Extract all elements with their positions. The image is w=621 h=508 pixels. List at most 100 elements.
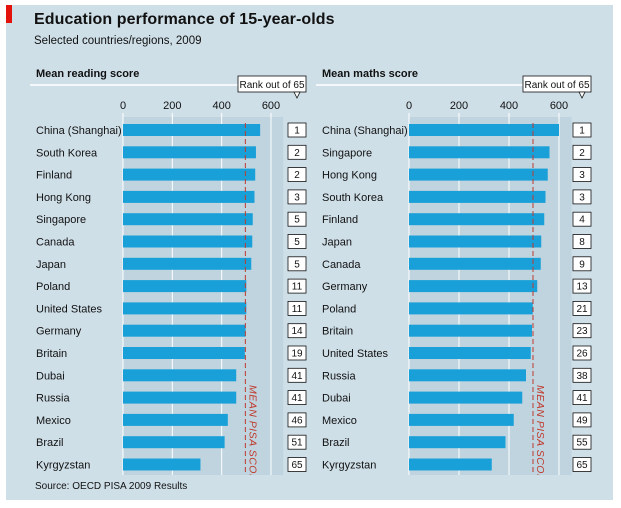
rank-box	[572, 434, 592, 450]
rank-label: 65	[576, 460, 588, 471]
rank-box	[287, 144, 307, 160]
brand-tag	[6, 5, 12, 23]
rank-label: 4	[579, 215, 585, 226]
category-label: Poland	[36, 281, 70, 293]
tick-label: 400	[500, 100, 518, 112]
rank-box	[287, 278, 307, 294]
category-label: Mexico	[322, 415, 357, 427]
rank-label: 3	[579, 192, 585, 203]
rank-label: 2	[579, 148, 585, 159]
rank-box	[572, 323, 592, 339]
bar	[123, 347, 245, 359]
rank-label: 26	[576, 349, 588, 360]
rank-label: 23	[576, 326, 588, 337]
tick-label: 0	[406, 100, 412, 112]
category-label: United States	[322, 348, 389, 360]
rank-box	[287, 122, 307, 138]
bar	[409, 190, 546, 203]
bar	[409, 302, 533, 315]
rank-label: 11	[292, 282, 303, 293]
category-label: Singapore	[36, 214, 86, 226]
category-label: Singapore	[322, 147, 372, 159]
category-label: Hong Kong	[36, 192, 91, 204]
category-label: Canada	[322, 259, 361, 271]
rank-label: 14	[291, 326, 303, 337]
tick-label: 200	[450, 100, 468, 112]
bar	[123, 458, 201, 471]
rank-box	[572, 234, 592, 249]
category-label: Russia	[322, 370, 357, 382]
chart-source: Source: OECD PISA 2009 Results	[35, 481, 188, 492]
rank-box	[572, 345, 592, 361]
rank-box	[287, 412, 307, 428]
category-label: South Korea	[36, 147, 98, 159]
category-label: Dubai	[36, 370, 65, 382]
tick-label: 200	[163, 100, 181, 112]
rank-box	[572, 189, 592, 205]
tick-label: 400	[212, 100, 230, 112]
rank-box	[572, 390, 592, 406]
rank-box	[572, 211, 592, 227]
tick-label: 0	[120, 100, 126, 112]
rank-label: 19	[291, 349, 303, 360]
rank-label: 51	[291, 438, 303, 449]
rank-label: 21	[576, 304, 588, 315]
rank-label: 13	[576, 282, 588, 293]
category-label: Dubai	[322, 393, 351, 405]
category-label: Germany	[322, 281, 368, 293]
rank-label: 2	[294, 148, 300, 159]
bar	[123, 213, 253, 226]
category-label: Finland	[36, 170, 72, 182]
category-label: Mexico	[36, 415, 71, 427]
bar	[409, 413, 514, 426]
bar	[123, 235, 253, 248]
rank-box	[287, 367, 307, 383]
category-label: Kyrgyzstan	[322, 460, 376, 472]
category-label: South Korea	[322, 192, 384, 204]
bar	[409, 124, 559, 136]
rank-box	[572, 122, 592, 138]
chart-figure: Education performance of 15-year-olds Se…	[6, 5, 613, 500]
rank-header-box	[237, 75, 307, 93]
bar	[409, 235, 542, 248]
category-label: Brazil	[36, 437, 64, 449]
mean-line-label: MEAN PISA SCORE	[246, 385, 258, 475]
rank-box	[287, 323, 307, 339]
category-label: China (Shanghai)	[36, 125, 122, 137]
bar	[123, 413, 228, 426]
category-label: Germany	[36, 326, 82, 338]
rank-box	[287, 434, 307, 450]
bar	[123, 324, 246, 337]
rank-label: 1	[294, 126, 300, 137]
bar	[409, 257, 541, 270]
rank-label: 8	[579, 237, 585, 248]
rank-header-box	[522, 75, 592, 93]
chart-title: Education performance of 15-year-olds	[34, 11, 335, 28]
bar	[409, 146, 550, 159]
bar	[409, 458, 492, 471]
rank-box	[572, 367, 592, 383]
bar	[409, 369, 526, 382]
tick-label: 600	[262, 100, 280, 112]
bar	[409, 213, 545, 226]
rank-label: 46	[291, 415, 303, 426]
rank-label: 5	[294, 237, 300, 248]
category-label: United States	[36, 303, 103, 315]
rank-box	[287, 345, 307, 361]
chart-canvas: Mean reading score 0 200 400 600 Rank out of …	[30, 68, 592, 475]
rank-box	[287, 300, 307, 316]
rank-box	[287, 234, 307, 249]
chart-subtitle: Selected countries/regions, 2009	[34, 35, 202, 47]
bar	[409, 168, 548, 181]
rank-label: 38	[576, 371, 588, 382]
rank-label: 3	[579, 170, 585, 181]
rank-box	[572, 278, 592, 294]
tick-label: 600	[550, 100, 568, 112]
bar	[123, 190, 255, 203]
rank-label: 9	[579, 259, 585, 270]
rank-box	[572, 412, 592, 428]
rank-label: 5	[294, 259, 300, 270]
rank-box	[572, 144, 592, 160]
category-label: Poland	[322, 303, 356, 315]
rank-label: 41	[576, 393, 588, 404]
